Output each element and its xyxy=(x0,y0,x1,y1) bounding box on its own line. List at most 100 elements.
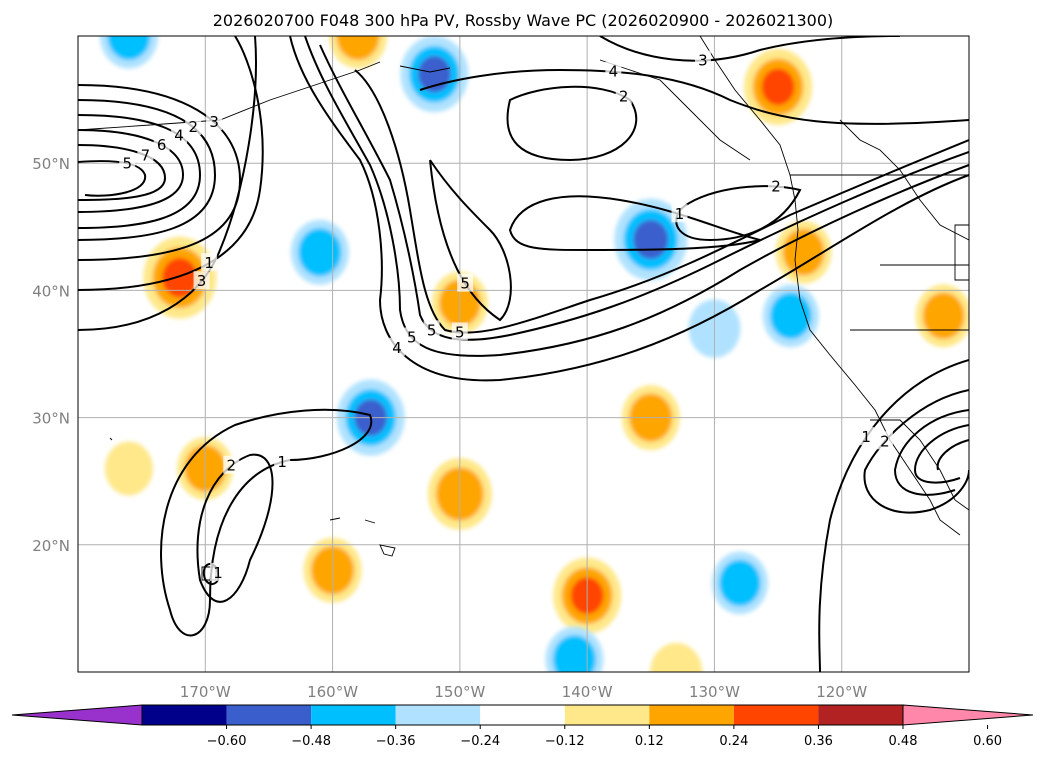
contour-label-bg xyxy=(423,320,440,339)
colorbar-segment xyxy=(226,705,312,725)
contour-label-bg xyxy=(858,427,875,446)
colorbar-segment xyxy=(649,705,734,725)
contour-label-bg xyxy=(223,455,240,474)
contour-label: 2 xyxy=(880,432,890,450)
anomaly-fill-level xyxy=(418,55,451,93)
anomaly-blob xyxy=(762,284,819,348)
contour-label: 2 xyxy=(226,457,236,475)
contour-label-bg xyxy=(137,145,154,164)
x-tick-label: 170°W xyxy=(180,683,231,701)
contour-label-bg xyxy=(389,337,406,356)
anomaly-blob xyxy=(400,36,469,113)
colorbar-tick-label: 0.48 xyxy=(889,734,918,749)
anomaly-fill-level xyxy=(107,36,151,61)
anomaly-fill-level xyxy=(761,68,795,106)
colorbar-segment xyxy=(733,705,819,725)
contour-label-bg xyxy=(206,112,223,131)
contour-label-bg xyxy=(210,562,227,581)
y-tick-label: 40°N xyxy=(32,282,70,300)
anomaly-blob xyxy=(711,551,768,615)
anomaly-blob xyxy=(104,441,153,496)
colorbar-tick-label: 0.24 xyxy=(719,734,748,749)
contour-label-bg xyxy=(274,451,291,470)
contour-label-bg xyxy=(615,86,632,105)
x-tick-label: 150°W xyxy=(434,683,485,701)
colorbar-segment xyxy=(142,705,227,725)
anomaly-fill-level xyxy=(336,36,380,61)
anomaly-blob xyxy=(915,284,969,348)
colorbar-tick-label: −0.48 xyxy=(291,734,331,749)
colorbar-extend-low xyxy=(11,704,143,726)
contour-label-bg xyxy=(153,134,170,153)
contour-label: 1 xyxy=(675,205,685,223)
colorbar-tick-label: 0.36 xyxy=(804,734,833,749)
anomaly-fill-level xyxy=(162,258,198,298)
contour-label: 2 xyxy=(619,87,629,105)
contour-label-bg xyxy=(694,50,711,69)
contour-label-bg xyxy=(768,176,785,195)
contour-label: 5 xyxy=(455,323,465,341)
colorbar-segment xyxy=(395,705,481,725)
contour-label: 1 xyxy=(204,254,214,272)
map-grid xyxy=(78,36,969,672)
colorbar-tick-label: −0.24 xyxy=(460,734,500,749)
contour-label-bg xyxy=(193,271,210,290)
contour-label-bg xyxy=(119,153,136,172)
anomaly-fill-level xyxy=(298,228,342,277)
contour-label: 5 xyxy=(427,321,437,339)
anomaly-fills xyxy=(99,36,969,672)
contour-label: 3 xyxy=(197,272,207,290)
colorbar-tick-label: −0.60 xyxy=(207,734,247,749)
anomaly-fill-level xyxy=(650,642,703,672)
contour-label: 1 xyxy=(277,453,287,471)
y-axis-ticks: 20°N 30°N 40°N 50°N xyxy=(32,155,70,555)
contour-label: 4 xyxy=(174,126,184,144)
colorbar-tick-label: −0.12 xyxy=(545,734,585,749)
map-frame xyxy=(77,35,970,673)
colorbar-segment xyxy=(480,705,565,725)
anomaly-fill-level xyxy=(719,559,761,607)
contour-label-bg xyxy=(876,431,893,450)
anomaly-blob xyxy=(99,36,158,69)
pv-contours xyxy=(78,36,969,672)
anomaly-blob xyxy=(329,36,388,69)
anomaly-fill-level xyxy=(552,635,596,672)
contour-label: 5 xyxy=(122,154,132,172)
chart-title: 2026020700 F048 300 hPa PV, Rossby Wave … xyxy=(213,11,834,30)
x-tick-label: 120°W xyxy=(816,683,867,701)
anomaly-fill-level xyxy=(104,441,153,496)
anomaly-blob xyxy=(650,642,703,672)
colorbar-frame xyxy=(141,704,904,726)
colorbar-tick-label: 0.60 xyxy=(973,734,1002,749)
colorbar-segment xyxy=(564,705,650,725)
y-tick-label: 20°N xyxy=(32,537,70,555)
anomaly-fill-level xyxy=(922,292,965,340)
y-tick-label: 50°N xyxy=(32,155,70,173)
contour-label-bg xyxy=(671,204,688,223)
x-tick-label: 130°W xyxy=(689,683,740,701)
coastline xyxy=(78,36,969,581)
anomaly-blob xyxy=(744,48,813,125)
colorbar-tick-label: −0.36 xyxy=(376,734,416,749)
contour-label: 4 xyxy=(609,63,619,81)
anomaly-fill-level xyxy=(633,219,669,260)
contour-label: 2 xyxy=(188,118,198,136)
colorbar-tick-label: 0.12 xyxy=(635,734,664,749)
contour-label: 2 xyxy=(771,177,781,195)
colorbar-segment xyxy=(311,705,396,725)
contour-label: 7 xyxy=(141,146,151,164)
y-tick-label: 30°N xyxy=(32,410,70,428)
colorbar-segment xyxy=(818,705,903,725)
anomaly-blob xyxy=(614,198,688,281)
colorbar: −0.60 −0.48 −0.36 −0.24 −0.12 0.12 0.24 0.36 0.4… xyxy=(11,704,1034,749)
x-tick-label: 140°W xyxy=(562,683,613,701)
contour-label: 1 xyxy=(213,564,223,582)
contour-label-bg xyxy=(171,125,188,144)
x-tick-label: 160°W xyxy=(307,683,358,701)
contour-label-bg xyxy=(201,253,218,272)
contour-label-bg xyxy=(451,322,468,341)
contour-label: 3 xyxy=(209,113,219,131)
contour-label: 6 xyxy=(157,136,167,154)
